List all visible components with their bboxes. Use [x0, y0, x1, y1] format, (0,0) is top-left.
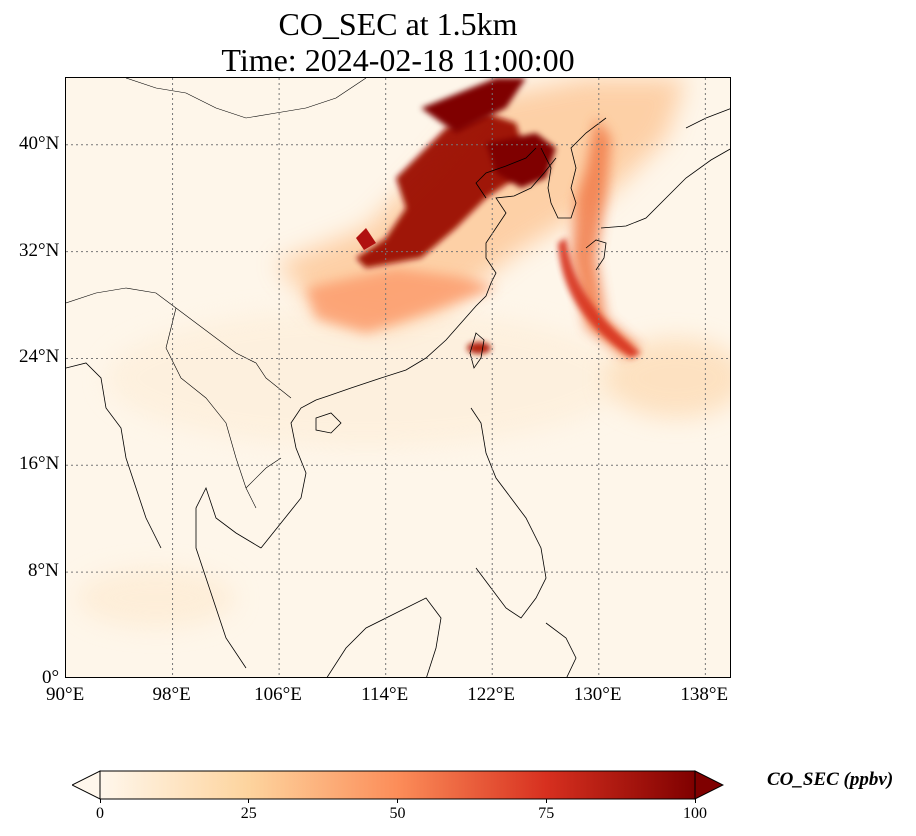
- colorbar-gradient: [99, 770, 696, 800]
- border-cambodia: [245, 457, 282, 489]
- border-laos-thailand: [165, 307, 257, 509]
- coastlines: [66, 108, 730, 677]
- lon-tick-label: 106°E: [254, 684, 302, 705]
- coast-vietnam: [260, 399, 317, 549]
- colorbar-label: CO_SEC (ppbv): [767, 769, 894, 790]
- coast-hainan: [315, 412, 342, 434]
- coast-celebes: [545, 622, 577, 677]
- plume-arc-japan: [558, 238, 641, 358]
- coast-japan-honshu: [600, 148, 730, 229]
- map-panel: [65, 77, 731, 678]
- map-title-line1: CO_SEC at 1.5km: [278, 6, 518, 42]
- colorbar-tick-label: 50: [389, 805, 406, 822]
- borders: [66, 78, 367, 509]
- plume-faint-central: [106, 308, 626, 448]
- colorbar-tick-label: 0: [96, 805, 104, 822]
- coast-japan-kyushu: [585, 239, 607, 271]
- lat-tick-label: 0°: [42, 667, 60, 688]
- border-north: [125, 78, 307, 119]
- lon-tick-label: 90°E: [46, 684, 85, 705]
- lon-tick-label: 122°E: [467, 684, 515, 705]
- colorbar-tick-mark: [99, 799, 101, 803]
- lat-tick-label: 40°N: [19, 132, 60, 154]
- colorbar-tick-label: 100: [683, 805, 707, 822]
- colorbar-tick-mark: [694, 799, 696, 803]
- coast-japan-north: [685, 108, 730, 129]
- colorbar-tick-mark: [397, 799, 398, 803]
- coast-myanmar: [66, 362, 162, 549]
- colorbar-tick-label: 25: [240, 805, 257, 822]
- colorbar-tick-mark: [545, 799, 547, 803]
- plume-taiwan-spot: [467, 342, 491, 354]
- coast-philippines: [470, 407, 547, 619]
- lat-tick-label: 8°N: [28, 560, 59, 582]
- coast-china: [315, 157, 557, 401]
- colorbar-bar: [72, 770, 724, 800]
- colorbar-tick-mark: [248, 799, 250, 803]
- lat-tick-label: 24°N: [19, 346, 60, 368]
- colorbar-tick-label: 75: [538, 805, 555, 822]
- coast-korea: [540, 117, 607, 219]
- plume-core-northchina: [356, 113, 526, 268]
- border-mongolia: [305, 78, 367, 109]
- map-plot: [66, 78, 730, 677]
- lon-tick-label: 98°E: [152, 684, 191, 705]
- plume-faint-southwest: [76, 568, 236, 628]
- coast-bohai: [475, 147, 537, 199]
- lon-tick-label: 138°E: [680, 684, 729, 705]
- plume-core-bohai: [486, 133, 556, 188]
- coast-gulf-thailand: [195, 486, 262, 669]
- plume-core-north: [421, 78, 526, 133]
- colorbar-extend-min: [72, 770, 101, 800]
- coast-borneo: [326, 597, 442, 677]
- concentration-field: [76, 78, 730, 628]
- plume-spot-west: [356, 228, 376, 250]
- map-title-line2: Time: 2024-02-18 11:00:00: [221, 42, 575, 78]
- lon-tick-label: 130°E: [573, 684, 622, 705]
- coast-taiwan: [469, 332, 485, 369]
- lat-tick-label: 32°N: [19, 239, 60, 261]
- border-china-south: [66, 287, 292, 399]
- plume-band-west: [306, 268, 496, 333]
- gridlines: [66, 78, 730, 677]
- colorbar-extend-max: [694, 770, 724, 800]
- plume-korea: [571, 118, 641, 358]
- lat-tick-label: 16°N: [19, 453, 60, 475]
- lon-tick-label: 114°E: [361, 684, 409, 705]
